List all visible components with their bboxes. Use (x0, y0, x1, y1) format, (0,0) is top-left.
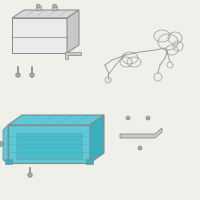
FancyBboxPatch shape (36, 6, 41, 10)
Polygon shape (120, 128, 162, 138)
Circle shape (36, 4, 40, 8)
Polygon shape (12, 18, 67, 53)
Circle shape (138, 146, 142, 150)
Polygon shape (0, 141, 3, 147)
Polygon shape (28, 172, 32, 178)
Polygon shape (30, 72, 34, 77)
Polygon shape (90, 115, 104, 163)
Polygon shape (65, 52, 81, 59)
Circle shape (146, 116, 150, 120)
Circle shape (126, 116, 130, 120)
Polygon shape (67, 10, 79, 53)
Polygon shape (3, 125, 8, 163)
Polygon shape (16, 133, 82, 159)
Polygon shape (8, 115, 104, 125)
FancyBboxPatch shape (52, 6, 57, 10)
FancyBboxPatch shape (5, 159, 12, 164)
FancyBboxPatch shape (86, 159, 93, 164)
Polygon shape (8, 125, 90, 163)
Polygon shape (16, 72, 20, 77)
Polygon shape (12, 10, 79, 18)
Circle shape (53, 4, 57, 8)
